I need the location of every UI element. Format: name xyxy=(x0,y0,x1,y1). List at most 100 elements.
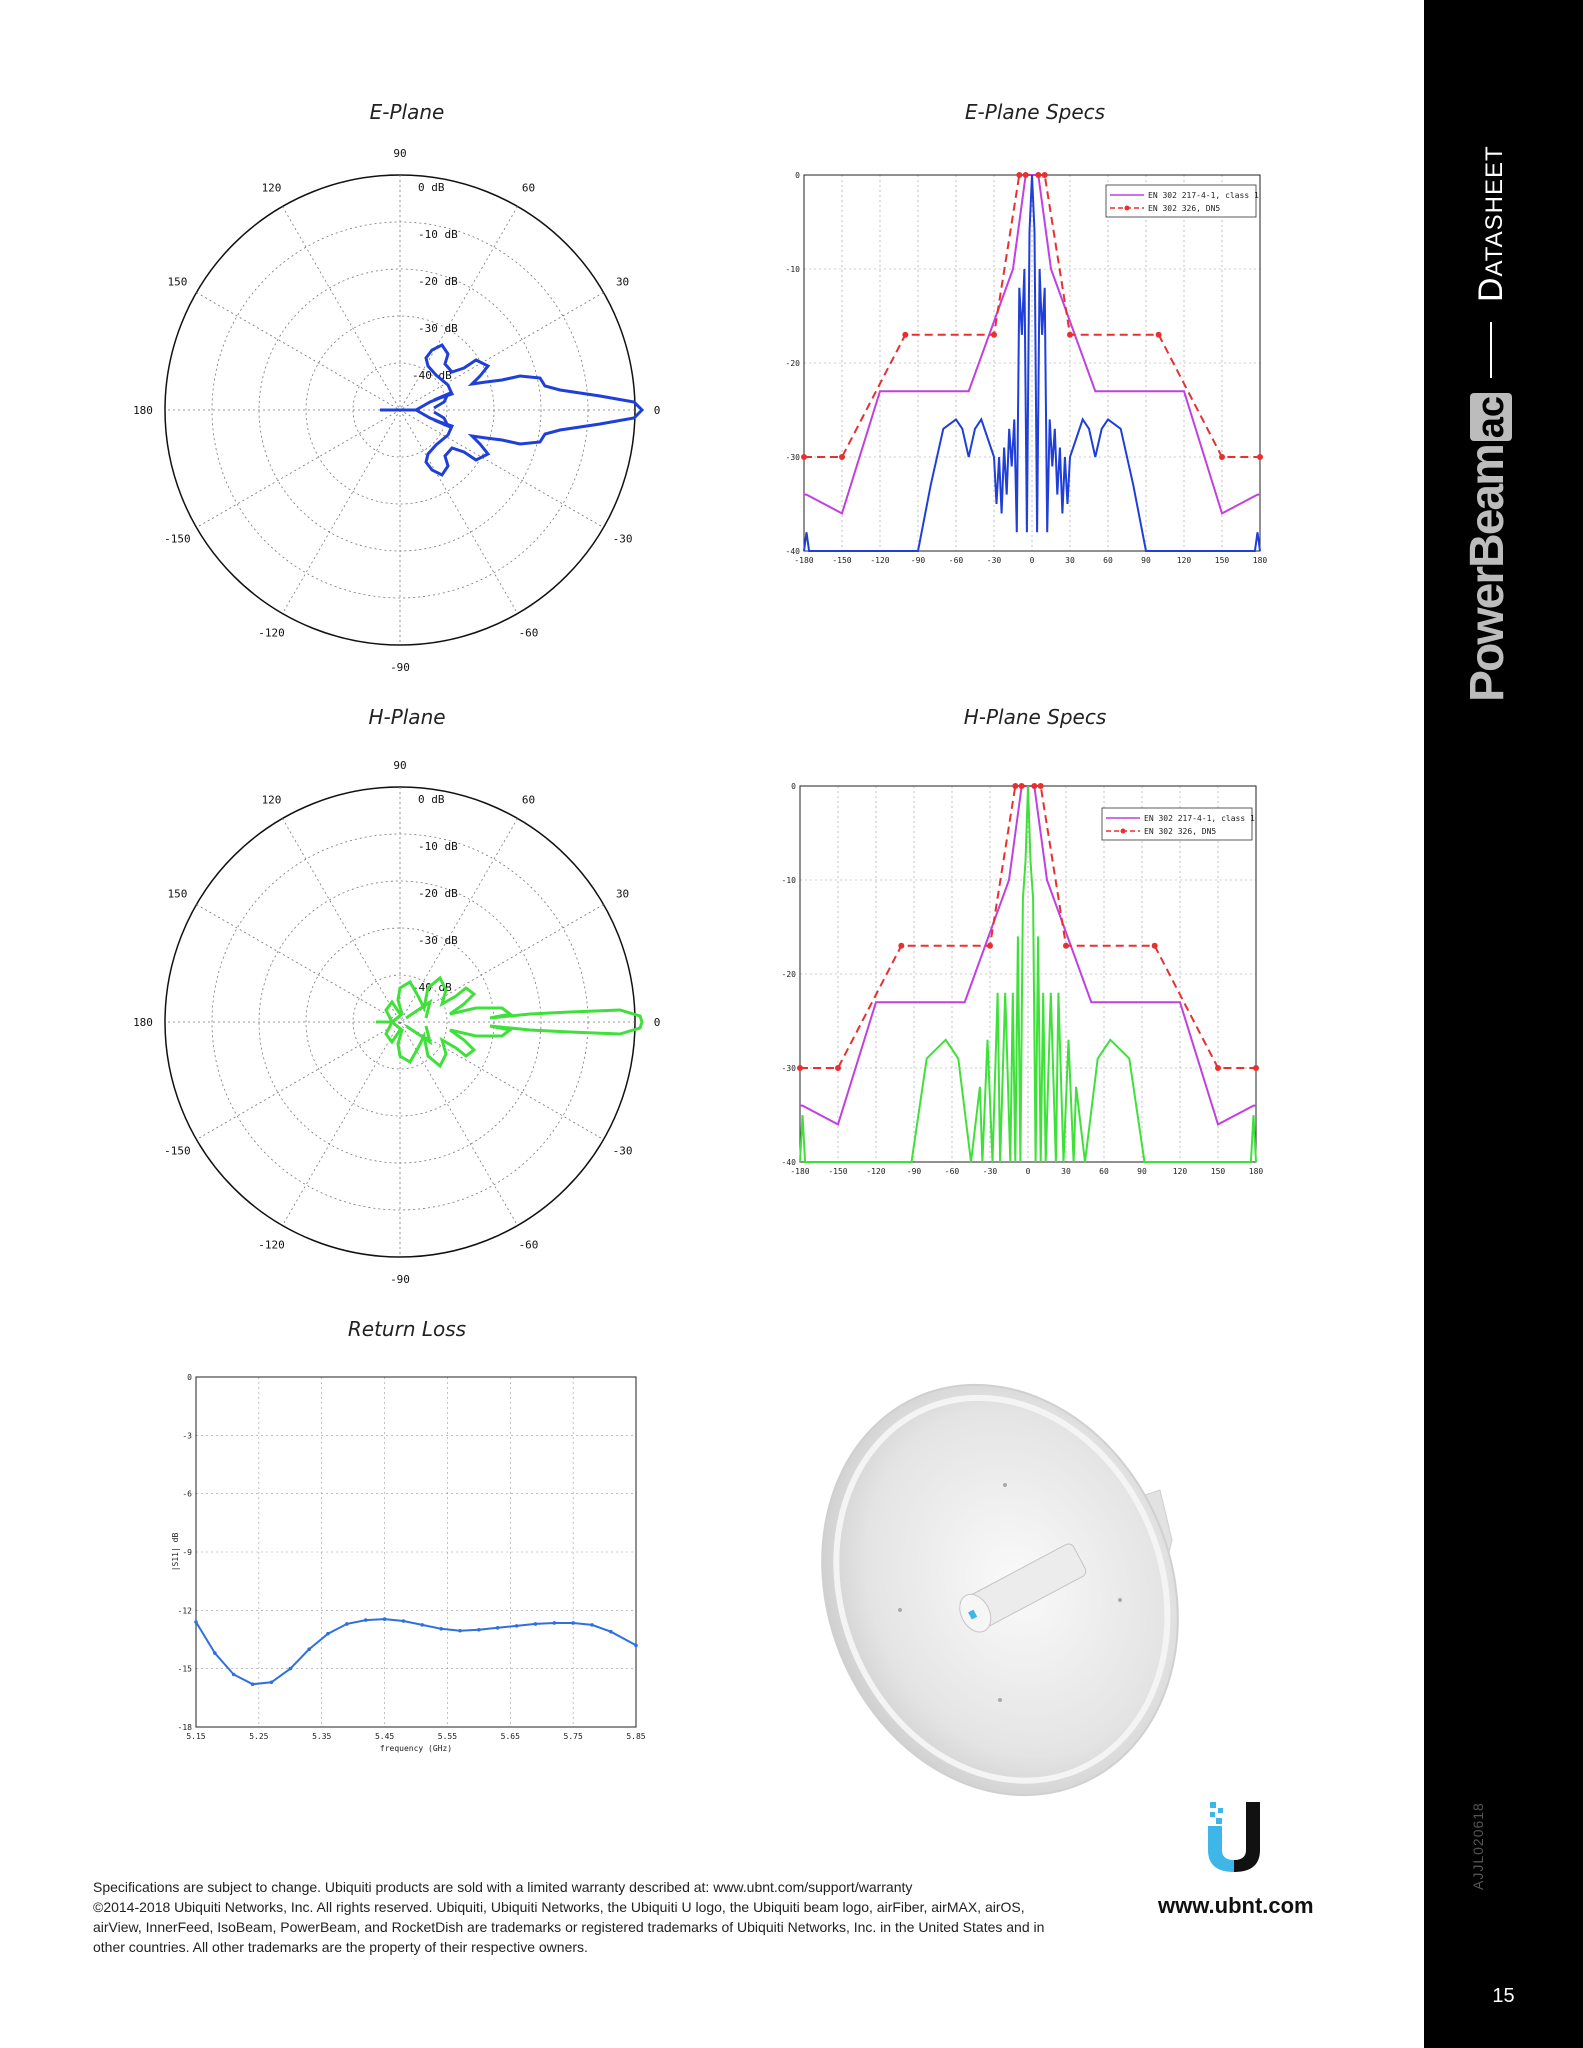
series-marker xyxy=(898,942,905,949)
legend-item-dn5: EN 302 326, DN5 xyxy=(1144,827,1216,836)
data-point xyxy=(533,1622,538,1626)
return-loss-title: Return Loss xyxy=(347,1317,467,1341)
series-marker xyxy=(1063,942,1069,949)
y-tick-label: -20 xyxy=(782,970,797,979)
data-point xyxy=(326,1631,330,1636)
polar-angle-label: 30 xyxy=(616,276,629,289)
data-point xyxy=(269,1680,274,1685)
x-tick-label: 5.85 xyxy=(626,1732,645,1741)
data-point xyxy=(439,1627,443,1631)
product-name-text: PowerBeam xyxy=(1461,445,1514,702)
x-tick-label: -120 xyxy=(870,556,889,565)
y-tick-label: -30 xyxy=(786,453,801,462)
polar-angle-label: 30 xyxy=(616,888,629,901)
legend-item-class1: EN 302 217-4-1, class 1 xyxy=(1144,814,1255,823)
website-link[interactable]: www.ubnt.com xyxy=(1158,1893,1314,1918)
data-point xyxy=(194,1620,198,1624)
series-marker xyxy=(1022,172,1029,178)
polar-ring-label: -30 dB xyxy=(418,934,458,947)
x-tick-label: -180 xyxy=(794,556,813,565)
feed-horn xyxy=(959,1543,1087,1633)
x-tick-label: 90 xyxy=(1137,1167,1147,1176)
x-tick-label: 0 xyxy=(1030,556,1035,565)
y-tick-label: 0 xyxy=(187,1373,192,1382)
polar-ring-label: -10 dB xyxy=(418,840,458,853)
h-plane-pattern xyxy=(376,975,644,1069)
data-point xyxy=(571,1621,575,1625)
polar-ring xyxy=(352,974,448,1070)
x-tick-label: -30 xyxy=(987,556,1002,565)
y-tick-label: 0 xyxy=(795,171,800,180)
data-point xyxy=(458,1628,462,1633)
x-tick-label: 0 xyxy=(1026,1167,1031,1176)
polar-angle-label: -30 xyxy=(613,533,633,546)
polar-angle-label: 0 xyxy=(654,404,661,417)
polar-ring-label: 0 dB xyxy=(418,181,445,194)
y-tick-label: -6 xyxy=(182,1490,192,1499)
legend-item-class1: EN 302 217-4-1, class 1 xyxy=(1148,191,1259,200)
data-point xyxy=(609,1629,613,1634)
e-plane-specs-title: E-Plane Specs xyxy=(964,100,1106,124)
y-tick-label: -10 xyxy=(782,876,797,885)
polar-angle-label: 120 xyxy=(262,793,282,806)
polar-angle-label: 90 xyxy=(393,759,406,772)
footer-copyright-line: ©2014-2018 Ubiquiti Networks, Inc. All r… xyxy=(93,1899,1025,1915)
polar-angle-label: -90 xyxy=(390,661,410,674)
series-marker xyxy=(1018,783,1025,789)
polar-angle-label: 180 xyxy=(133,1016,153,1029)
x-tick-label: 5.15 xyxy=(186,1732,205,1741)
series-marker xyxy=(797,1065,803,1071)
x-tick-label: 180 xyxy=(1249,1167,1264,1176)
polar-angle-label: -150 xyxy=(164,1145,191,1158)
series-marker xyxy=(1041,172,1048,178)
x-tick-label: 30 xyxy=(1061,1167,1071,1176)
x-tick-label: 150 xyxy=(1215,556,1230,565)
data-point xyxy=(477,1627,481,1632)
y-axis-label: |S11| dB xyxy=(171,1533,180,1572)
series-marker xyxy=(1037,783,1044,789)
h-plane-polar-chart: 90 60 30 0 -30 -60 -90 -120 -150 180 150 120 0 dB -10… xyxy=(133,759,660,1286)
product-name-badge: ac xyxy=(1470,392,1512,442)
y-tick-label: -20 xyxy=(786,359,801,368)
polar-angle-label: 150 xyxy=(167,276,187,289)
e-plane-title: E-Plane xyxy=(369,100,445,124)
x-tick-label: -60 xyxy=(949,556,964,565)
polar-angle-label: -150 xyxy=(164,533,191,546)
series-marker xyxy=(902,331,909,338)
data-point xyxy=(590,1623,594,1627)
data-point xyxy=(552,1621,557,1625)
series-marker xyxy=(1253,1065,1259,1071)
data-point xyxy=(420,1623,425,1627)
series-marker xyxy=(1035,172,1042,178)
x-tick-label: -180 xyxy=(790,1167,809,1176)
polar-ring-label: -10 dB xyxy=(418,228,458,241)
polar-ring-label: 0 dB xyxy=(418,793,445,806)
y-tick-label: -10 xyxy=(786,265,801,274)
y-tick-label: -3 xyxy=(182,1431,192,1440)
ubiquiti-logo xyxy=(1208,1802,1260,1872)
series-marker xyxy=(1151,942,1158,949)
series-marker xyxy=(1016,172,1023,178)
series-marker xyxy=(1155,331,1162,338)
h-plane-title: H-Plane xyxy=(368,705,446,729)
h-plane-back-lobes xyxy=(384,998,433,1046)
series-marker xyxy=(839,454,845,460)
x-tick-label: 5.65 xyxy=(501,1732,520,1741)
x-tick-label: -90 xyxy=(911,556,926,565)
sidebar-doc-code: AJJL020618 xyxy=(1470,1802,1486,1890)
footer-trademark-line-2: other countries. All other trademarks ar… xyxy=(93,1939,588,1955)
polar-grid xyxy=(164,786,636,1258)
series-marker xyxy=(1215,1065,1221,1071)
data-point xyxy=(401,1619,406,1623)
y-tick-label: -9 xyxy=(182,1548,192,1557)
polar-ring-label: -30 dB xyxy=(418,322,458,335)
polar-ring xyxy=(352,362,448,458)
chart-legend: EN 302 217-4-1, class 1 EN 302 326, DN5 xyxy=(1101,807,1255,841)
polar-angle-label: 150 xyxy=(167,888,187,901)
sidebar-datasheet-label: Datasheet xyxy=(1472,145,1510,302)
x-tick-label: 60 xyxy=(1103,556,1113,565)
x-tick-label: 5.45 xyxy=(375,1732,394,1741)
series-marker xyxy=(801,454,807,460)
series-marker xyxy=(835,1065,841,1071)
series-marker xyxy=(1257,454,1263,460)
